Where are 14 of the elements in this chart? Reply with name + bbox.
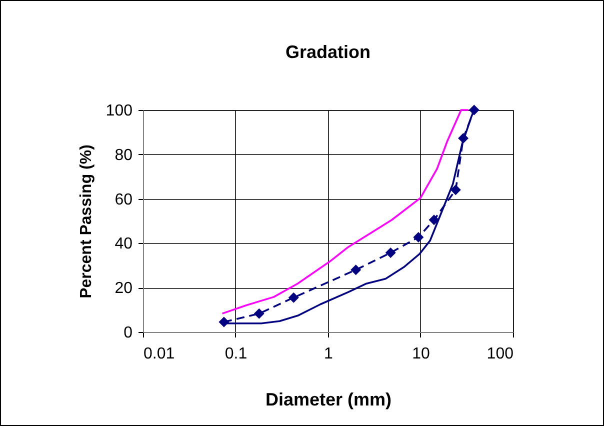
y-tick-label: 0 xyxy=(124,324,133,342)
x-tick-label: 0.1 xyxy=(224,346,248,362)
y-tick-label: 20 xyxy=(114,280,133,298)
x-tick-label: 100 xyxy=(486,346,514,362)
x-tick-label: 0.01 xyxy=(144,346,175,362)
x-tick-label: 10 xyxy=(412,346,430,362)
x-tick-label: 1 xyxy=(324,346,334,362)
y-axis-title: Percent Passing (%) xyxy=(78,144,95,298)
x-axis-title: Diameter (mm) xyxy=(265,390,392,410)
y-tick-label: 80 xyxy=(114,146,133,164)
y-tick-label: 40 xyxy=(114,236,133,253)
y-tick-label: 60 xyxy=(114,191,133,208)
chart-title: Gradation xyxy=(285,42,371,62)
y-tick-label: 100 xyxy=(106,102,133,120)
